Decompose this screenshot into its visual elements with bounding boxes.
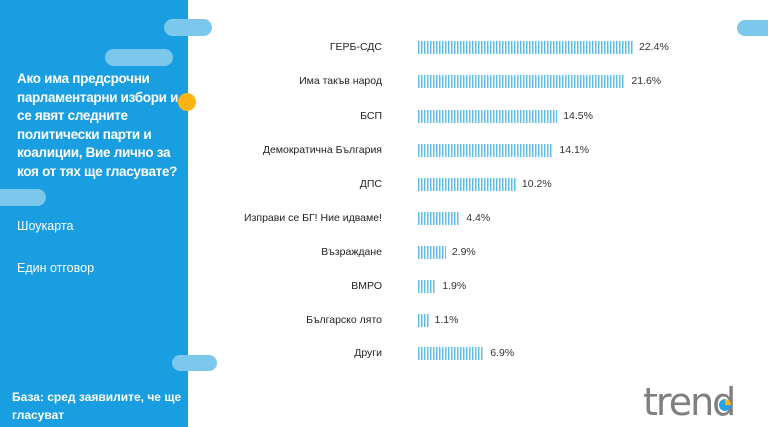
bar (418, 178, 516, 191)
decor-pill (164, 19, 212, 36)
value-label: 2.9% (451, 246, 476, 258)
bar-row: Демократична България 14.1% (0, 144, 768, 158)
category-label: Демократична България (262, 144, 382, 156)
bar-row: ГЕРБ-СДС 22.4% (0, 41, 768, 55)
category-label: Други (354, 347, 382, 359)
category-label: ГЕРБ-СДС (329, 41, 382, 53)
decor-pill (172, 355, 217, 371)
bar (418, 246, 446, 259)
bar-row: Българско лято 1.1% (0, 314, 768, 328)
method-text: Шоукарта (17, 219, 74, 233)
value-label: 1.1% (434, 314, 459, 326)
value-label: 6.9% (490, 347, 515, 359)
pie-icon (719, 399, 732, 411)
bar-row: ВМРО 1.9% (0, 280, 768, 294)
bar (418, 314, 429, 327)
category-label: ДПС (359, 178, 382, 190)
bar (418, 280, 437, 293)
bar-row: Възраждане 2.9% (0, 246, 768, 260)
bar-row: Има такъв народ 21.6% (0, 75, 768, 89)
base-note: База: сред заявилите, че ще гласуват (12, 390, 182, 422)
value-label: 21.6% (631, 75, 662, 87)
value-label: 1.9% (442, 280, 467, 292)
answer-type-text: Един отговор (17, 261, 95, 275)
bar (418, 110, 558, 123)
bar-row: ДПС 10.2% (0, 178, 768, 192)
category-label: Българско лято (306, 314, 382, 326)
bar (418, 212, 461, 225)
bar (418, 75, 626, 88)
category-label: Възраждане (321, 246, 382, 258)
category-label: Има такъв народ (299, 75, 382, 87)
value-label: 14.5% (563, 110, 593, 122)
decor-pill (0, 189, 46, 206)
value-label: 14.1% (559, 144, 590, 156)
value-label: 10.2% (521, 178, 552, 190)
bar-row: Изправи се БГ! Ние идваме! 4.4% (0, 212, 768, 226)
category-label: ВМРО (351, 280, 382, 292)
decor-pill (737, 20, 768, 36)
category-label: БСП (360, 110, 382, 122)
bar (418, 144, 554, 157)
question-text: Ако има предсрочни парламентарни избори … (17, 71, 179, 179)
bar-row: Други 6.9% (0, 347, 768, 361)
accent-dot (178, 93, 196, 111)
bar (418, 347, 485, 360)
bar-row: БСП 14.5% (0, 110, 768, 124)
category-label: Изправи се БГ! Ние идваме! (244, 212, 382, 224)
bar (418, 41, 634, 54)
value-label: 4.4% (466, 212, 491, 224)
trend-logo: trend (643, 380, 736, 424)
side-panel (0, 0, 188, 427)
value-label: 22.4% (639, 41, 669, 53)
decor-pill (105, 49, 173, 66)
